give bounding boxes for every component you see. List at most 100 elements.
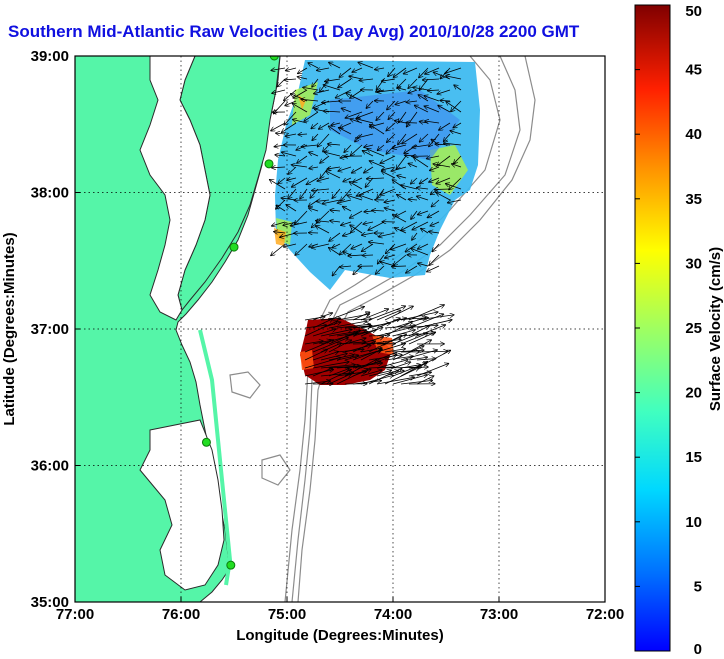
velocity-arrow	[317, 177, 330, 181]
velocity-arrow	[425, 121, 440, 123]
velocity-arrow	[393, 254, 407, 265]
velocity-arrow	[400, 325, 438, 329]
velocity-arrow	[293, 120, 308, 124]
velocity-arrow	[384, 349, 405, 353]
velocity-arrow	[312, 133, 319, 140]
velocity-arrow	[376, 265, 385, 274]
velocity-arrow	[298, 134, 308, 135]
velocity-arrow	[395, 100, 407, 105]
colorbar-tick-label: 30	[685, 255, 702, 272]
velocity-arrow	[330, 221, 341, 222]
chesapeake-bay	[139, 56, 211, 321]
velocity-arrow	[303, 87, 319, 90]
velocity-arrow	[312, 189, 330, 191]
velocity-arrow	[400, 362, 427, 377]
velocity-arrow	[353, 177, 363, 182]
map-title: Southern Mid-Atlantic Raw Velocities (1 …	[8, 22, 580, 41]
velocity-arrow	[344, 319, 371, 320]
velocity-arrow	[376, 327, 413, 337]
velocity-arrow	[369, 242, 385, 244]
velocity-arrow	[350, 89, 363, 98]
velocity-arrow	[312, 352, 338, 361]
velocity-arrow	[302, 145, 319, 147]
velocity-arrow	[365, 177, 374, 187]
velocity-arrow	[344, 338, 366, 345]
velocity-arrow	[392, 334, 418, 345]
velocity-arrow	[366, 100, 374, 108]
velocity-arrow	[428, 210, 440, 218]
velocity-arrow	[378, 254, 385, 264]
velocity-arrow	[345, 111, 363, 118]
velocity-arrow	[325, 79, 341, 81]
velocity-arrow	[328, 369, 349, 377]
velocity-arrow	[342, 108, 352, 113]
velocity-arrow	[336, 324, 370, 329]
velocity-arrow	[436, 193, 451, 201]
colorbar-tick-label: 35	[685, 191, 702, 208]
y-tick-label: 38:00	[31, 185, 69, 202]
velocity-arrow	[444, 143, 462, 145]
pamlico-sound	[139, 419, 225, 591]
velocity-arrow	[367, 149, 385, 157]
velocity-arrow	[276, 133, 286, 134]
velocity-arrow	[309, 167, 319, 168]
velocity-arrow	[364, 166, 374, 173]
velocity-arrow	[382, 171, 396, 179]
velocity-arrow	[292, 165, 308, 167]
velocity-arrow	[446, 76, 462, 80]
velocity-arrow	[400, 365, 420, 369]
velocity-arrow	[375, 68, 385, 70]
velocity-arrow	[320, 155, 330, 163]
velocity-arrow	[352, 330, 376, 337]
velocity-arrow	[384, 322, 412, 337]
velocity-arrow	[327, 167, 341, 169]
velocity-arrow	[328, 144, 341, 145]
velocity-arrow	[454, 85, 462, 91]
velocity-arrow	[328, 321, 367, 329]
velocity-arrow	[425, 67, 440, 74]
velocity-arrow	[329, 232, 341, 241]
velocity-arrow	[343, 207, 352, 212]
colorbar-tick-label: 20	[685, 385, 702, 402]
velocity-arrow	[397, 88, 407, 90]
velocity-arrow	[418, 243, 429, 249]
velocity-arrow	[396, 155, 407, 169]
velocity-arrow	[368, 221, 385, 230]
velocity-arrow	[437, 89, 451, 94]
velocity-arrow	[300, 188, 308, 199]
velocity-arrow	[312, 313, 332, 321]
velocity-arrow	[408, 78, 418, 88]
colorbar-tick-label: 5	[694, 578, 702, 595]
velocity-arrow	[391, 243, 407, 249]
velocity-arrow	[319, 122, 330, 129]
velocity-arrow	[352, 67, 363, 72]
y-tick-labels: 39:00 38:00 37:00 36:00 35:00	[31, 48, 80, 611]
velocity-arrow	[445, 67, 462, 73]
velocity-arrow	[434, 189, 451, 190]
velocity-arrow	[408, 163, 418, 168]
velocity-arrow	[348, 255, 363, 256]
velocity-arrow	[282, 122, 297, 132]
velocity-arrow	[398, 133, 407, 144]
velocity-arrow	[312, 340, 331, 345]
velocity-arrow	[336, 342, 366, 344]
velocity-arrow	[344, 332, 368, 337]
velocity-arrow	[400, 380, 432, 385]
velocity-arrow	[404, 67, 418, 74]
station-marker	[229, 242, 239, 252]
velocity-arrow	[341, 188, 352, 201]
velocity-arrow	[297, 155, 308, 163]
velocity-arrow	[362, 233, 374, 235]
velocity-arrow	[344, 144, 352, 152]
velocity-arrow	[448, 200, 462, 203]
velocity-arrow	[360, 348, 382, 353]
velocity-arrow	[362, 243, 374, 251]
velocity-arrow	[360, 327, 382, 337]
velocity-arrow	[343, 233, 352, 236]
velocity-arrow	[362, 151, 374, 157]
velocity-arrow	[414, 157, 429, 168]
velocity-arrow	[421, 229, 429, 234]
velocity-arrow	[411, 248, 429, 256]
velocity-arrow	[272, 167, 286, 168]
velocity-arrow	[430, 166, 440, 170]
